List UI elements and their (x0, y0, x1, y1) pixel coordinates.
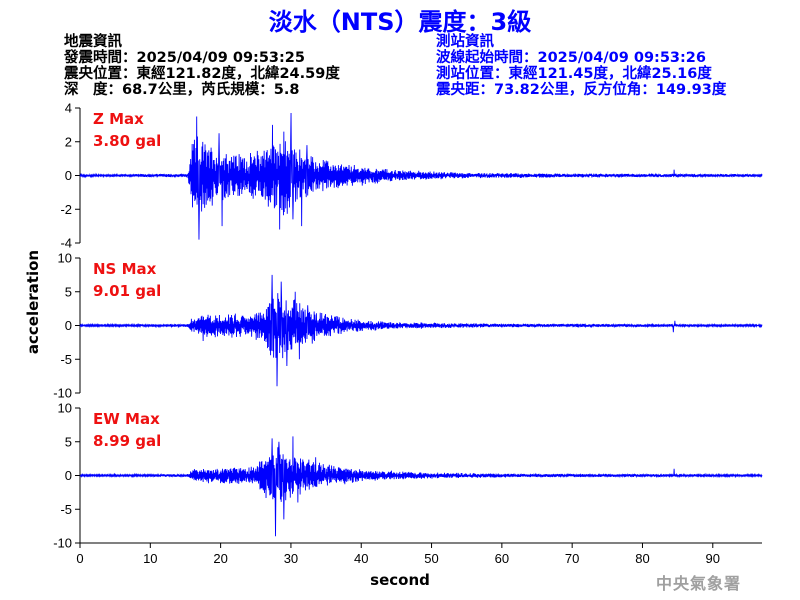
ew-y-tick-label: 0 (65, 468, 72, 483)
ns-y-tick-label: -5 (60, 352, 72, 367)
z-max-label: Z Max 3.80 gal (93, 108, 161, 152)
x-tick-label: 70 (565, 551, 579, 566)
station-info: 測站資訊 波線起始時間：2025/04/09 09:53:26 測站位置：東經1… (436, 34, 726, 98)
x-tick-label: 0 (76, 551, 83, 566)
ns-y-tick-label: 0 (65, 318, 72, 333)
ns-max-label: NS Max 9.01 gal (93, 258, 161, 302)
ew-max-value: 8.99 gal (93, 432, 162, 450)
y-axis-label: acceleration (24, 249, 42, 355)
x-tick-label: 80 (635, 551, 649, 566)
z-y-tick-label: 2 (65, 134, 72, 149)
x-tick-label: 60 (495, 551, 509, 566)
origin-time: 發震時間：2025/04/09 09:53:25 (64, 50, 305, 66)
ew-y-tick-label: -5 (60, 502, 72, 517)
ew-y-tick-label: 5 (65, 434, 72, 449)
x-tick-label: 50 (424, 551, 438, 566)
ns-y-tick-label: -10 (53, 386, 72, 401)
agency-credit: 中央氣象署 (656, 574, 742, 593)
z-max-value: 3.80 gal (93, 132, 162, 150)
x-tick-label: 30 (284, 551, 298, 566)
epicentral-distance-azimuth: 震央距：73.82公里，反方位角：149.93度 (436, 82, 727, 98)
ns-max-value: 9.01 gal (93, 282, 162, 300)
ew-max-title: EW Max (93, 410, 160, 428)
z-waveform-line (79, 113, 763, 240)
ew-panel: -10 -5 0 5 10 (53, 401, 763, 551)
depth-magnitude: 深 度：68.7公里，芮氏規模：5.8 (64, 82, 300, 98)
x-tick-label: 90 (706, 551, 720, 566)
ew-max-label: EW Max 8.99 gal (93, 408, 161, 452)
z-max-title: Z Max (93, 110, 144, 128)
station-location: 測站位置：東經121.45度，北緯25.16度 (436, 66, 712, 82)
station-info-heading: 測站資訊 (436, 34, 494, 50)
x-axis-label-text: second (370, 571, 430, 589)
z-y-tick-label: 4 (65, 101, 72, 116)
ns-y-tick-label: 5 (65, 284, 72, 299)
z-y-tick-label: 0 (65, 168, 72, 183)
z-y-tick-label: -2 (60, 202, 72, 217)
x-tick-label: 10 (143, 551, 157, 566)
x-tick-label: 20 (213, 551, 227, 566)
z-panel: -4 -2 0 2 4 (60, 101, 763, 251)
z-y-tick-label: -4 (60, 236, 72, 251)
earthquake-info: 地震資訊 發震時間：2025/04/09 09:53:25 震央位置：東經121… (64, 34, 340, 98)
wave-start-time: 波線起始時間：2025/04/09 09:53:26 (436, 50, 706, 66)
x-tick-label: 40 (354, 551, 368, 566)
ns-panel: -10 -5 0 5 10 (53, 251, 763, 401)
ns-waveform-line (79, 274, 763, 387)
earthquake-info-heading: 地震資訊 (64, 34, 122, 50)
ew-waveform-line (79, 436, 763, 537)
ns-max-title: NS Max (93, 260, 157, 278)
ew-y-tick-label: 10 (58, 401, 72, 416)
ew-y-tick-label: -10 (53, 536, 72, 551)
epicenter-location: 震央位置：東經121.82度，北緯24.59度 (64, 66, 340, 82)
ns-y-tick-label: 10 (58, 251, 72, 266)
chart-title: 淡水（NTS）震度：3級 (268, 8, 532, 36)
